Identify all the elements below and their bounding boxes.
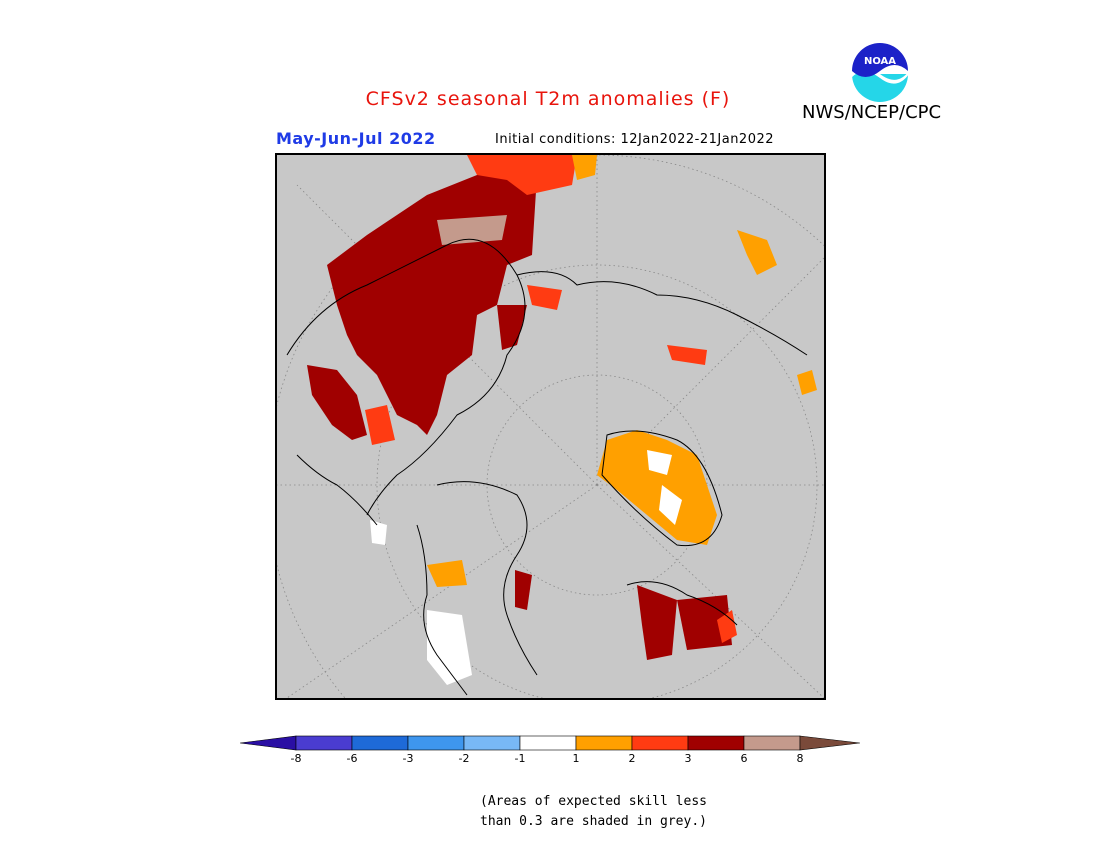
scale-cell	[463, 735, 521, 751]
region-greenland-orange	[427, 155, 817, 587]
color-scale-labels: -8 -6 -3 -2 -1 1 2 3 6 8	[240, 752, 860, 768]
season-label: May-Jun-Jul 2022	[276, 129, 436, 148]
scale-cell	[519, 735, 577, 751]
color-scale	[240, 735, 860, 751]
scale-arrow-right	[799, 735, 860, 751]
scale-cell	[351, 735, 409, 751]
skill-note: (Areas of expected skill less than 0.3 a…	[480, 792, 740, 832]
region-arctic-red	[365, 155, 737, 643]
initial-conditions-label: Initial conditions: 12Jan2022-21Jan2022	[495, 132, 775, 147]
scale-label: -8	[290, 752, 302, 765]
scale-cell	[295, 735, 353, 751]
polar-map	[275, 153, 826, 700]
scale-cell	[631, 735, 689, 751]
scale-label: 2	[628, 752, 636, 765]
scale-label: 8	[796, 752, 804, 765]
scale-label: -2	[458, 752, 470, 765]
scale-arrow-left	[240, 735, 297, 751]
scale-label: 3	[684, 752, 692, 765]
scale-cell	[407, 735, 465, 751]
svg-text:NOAA: NOAA	[864, 56, 896, 67]
scale-cell	[687, 735, 745, 751]
map-title: CFSv2 seasonal T2m anomalies (F)	[365, 88, 731, 110]
note-line: (Areas of expected skill less	[480, 794, 707, 809]
noaa-logo: NOAA	[849, 41, 911, 103]
region-white	[370, 450, 682, 685]
region-mediterranean-tan	[437, 215, 507, 245]
scale-label: -6	[346, 752, 358, 765]
scale-label: 6	[740, 752, 748, 765]
scale-cell	[575, 735, 633, 751]
scale-label: -3	[402, 752, 414, 765]
scale-cell	[743, 735, 801, 751]
note-line: than 0.3 are shaded in grey.)	[480, 814, 707, 829]
coastlines	[286, 238, 808, 696]
scale-label: -1	[514, 752, 526, 765]
agency-label: NWS/NCEP/CPC	[802, 102, 942, 123]
scale-label: 1	[572, 752, 580, 765]
